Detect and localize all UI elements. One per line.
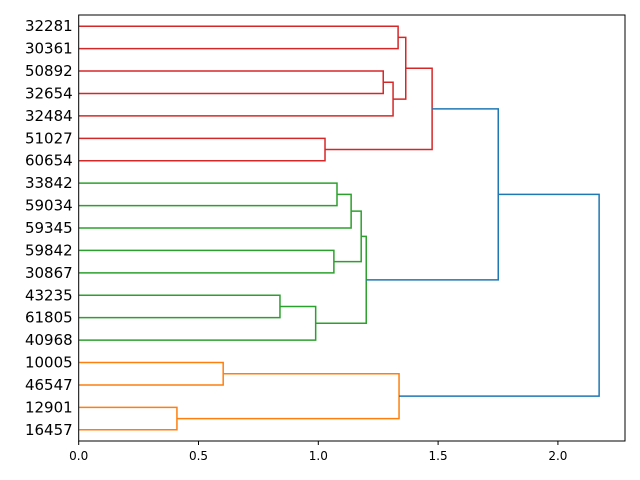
leaf-label: 46547 [25, 376, 73, 394]
leaf-label: 10005 [25, 354, 73, 372]
leaf-label: 30361 [25, 40, 73, 58]
dendrogram-link-green [78, 294, 281, 319]
dendrogram-link-red [78, 70, 384, 95]
leaf-label: 59345 [25, 219, 73, 237]
leaf-label: 32281 [25, 17, 73, 35]
x-tick-label: 0.5 [189, 449, 208, 463]
x-tick-label: 0.0 [69, 449, 88, 463]
leaf-label: 43235 [25, 286, 73, 304]
leaf-label: 32484 [25, 107, 73, 125]
dendrogram-link-green [333, 210, 362, 263]
x-tick-label: 2.0 [548, 449, 567, 463]
leaf-label: 59034 [25, 197, 73, 215]
leaf-label: 60654 [25, 152, 73, 170]
leaf-labels: 32281 30361 50892 32654 32484 51027 60654 33842… [25, 17, 73, 439]
leaf-label: 30867 [25, 264, 73, 282]
dendrogram-link-orange [176, 372, 400, 420]
x-axis-ticks: 0.0 0.5 1.0 1.5 2.0 [69, 441, 567, 463]
dendrogram-link-red [325, 67, 433, 151]
dendrogram-link-blue [399, 193, 600, 397]
plot-frame [78, 14, 626, 442]
dendrogram-link-red [78, 81, 394, 117]
leaf-label: 59842 [25, 241, 73, 259]
dendrogram-link-green [78, 193, 352, 229]
x-tick-label: 1.0 [309, 449, 328, 463]
leaf-label: 16457 [25, 421, 73, 439]
leaf-label: 33842 [25, 174, 73, 192]
dendrogram-link-red [393, 36, 407, 100]
leaf-label: 61805 [25, 309, 73, 327]
x-tick-label: 1.5 [429, 449, 448, 463]
leaf-label: 12901 [25, 398, 73, 416]
leaf-label: 40968 [25, 331, 73, 349]
dendrogram-link-red [78, 25, 399, 50]
dendrogram-link-green [78, 249, 335, 274]
leaf-label: 32654 [25, 84, 73, 102]
dendrogram-link-orange [78, 406, 178, 431]
dendrogram-link-green [315, 235, 367, 325]
dendrogram-link-orange [78, 361, 224, 386]
dendrogram-link-green [78, 182, 338, 207]
leaf-label: 51027 [25, 129, 73, 147]
dendrogram-links [78, 25, 600, 431]
leaf-label: 50892 [25, 62, 73, 80]
dendrogram-link-red [78, 137, 326, 162]
